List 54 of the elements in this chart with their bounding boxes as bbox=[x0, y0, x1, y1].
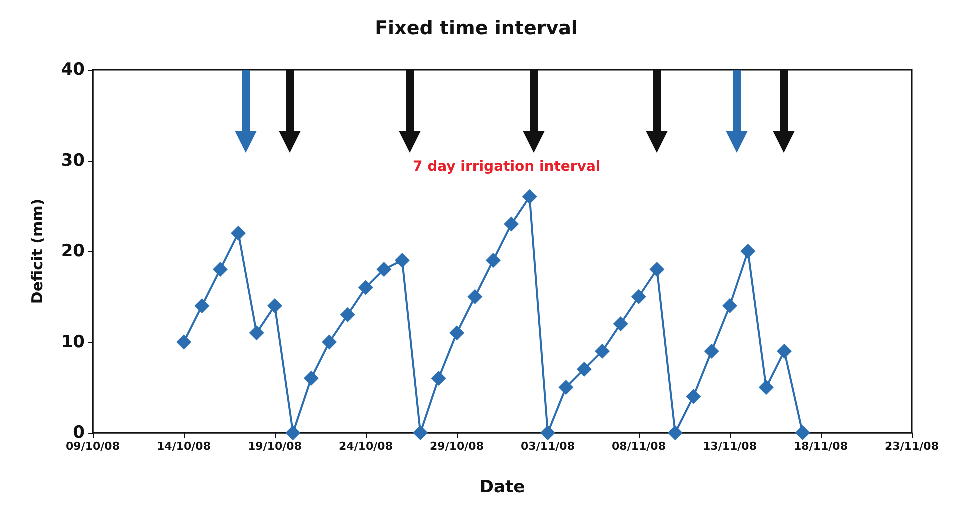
point bbox=[576, 362, 592, 377]
annotation: 7 day irrigation interval bbox=[413, 159, 601, 175]
point bbox=[431, 371, 446, 386]
x-tick-label: 13/11/08 bbox=[703, 440, 757, 453]
point bbox=[740, 244, 756, 259]
x-tick-label: 03/11/08 bbox=[521, 440, 575, 453]
x-tick-label: 18/11/08 bbox=[794, 440, 848, 453]
point bbox=[795, 426, 810, 440]
y-tick-label: 30 bbox=[61, 150, 86, 171]
point bbox=[450, 326, 464, 341]
x-tick-label: 23/11/08 bbox=[885, 440, 939, 453]
point bbox=[176, 334, 192, 350]
point bbox=[758, 380, 774, 396]
point bbox=[376, 262, 392, 278]
point bbox=[268, 298, 282, 314]
point bbox=[722, 298, 738, 314]
point bbox=[194, 298, 210, 314]
y-tick-label: 20 bbox=[61, 242, 86, 262]
point bbox=[394, 253, 410, 268]
point bbox=[304, 371, 319, 386]
point bbox=[504, 216, 520, 232]
point bbox=[486, 253, 501, 268]
y-tick-label: 40 bbox=[61, 60, 86, 80]
point bbox=[704, 344, 720, 359]
x-axis-title: Date bbox=[480, 478, 526, 498]
point bbox=[668, 426, 683, 440]
x-tick-label: 08/11/08 bbox=[612, 440, 666, 453]
point bbox=[686, 389, 702, 404]
point bbox=[632, 289, 646, 304]
y-tick-label: 0 bbox=[73, 423, 86, 443]
point bbox=[613, 316, 628, 332]
x-tick-label: 24/10/08 bbox=[339, 440, 393, 453]
chart-title: Fixed time interval bbox=[375, 18, 578, 40]
y-tick-label: 10 bbox=[61, 332, 86, 352]
point bbox=[413, 426, 428, 440]
x-tick-label: 09/10/08 bbox=[66, 440, 120, 453]
point bbox=[468, 289, 483, 304]
point bbox=[540, 426, 556, 440]
point bbox=[340, 308, 356, 323]
point bbox=[212, 262, 228, 278]
x-tick-label: 19/10/08 bbox=[248, 440, 302, 453]
y-axis-title: Deficit (mm) bbox=[28, 198, 46, 304]
point bbox=[650, 262, 665, 278]
point bbox=[358, 280, 374, 296]
point bbox=[286, 426, 301, 440]
point bbox=[595, 344, 610, 359]
x-tick-label: 14/10/08 bbox=[157, 440, 211, 453]
point bbox=[322, 334, 338, 350]
point bbox=[777, 344, 792, 359]
point bbox=[249, 326, 264, 341]
x-tick-label: 29/10/08 bbox=[430, 440, 484, 453]
point bbox=[522, 190, 538, 205]
point bbox=[231, 226, 246, 241]
point bbox=[558, 380, 574, 396]
